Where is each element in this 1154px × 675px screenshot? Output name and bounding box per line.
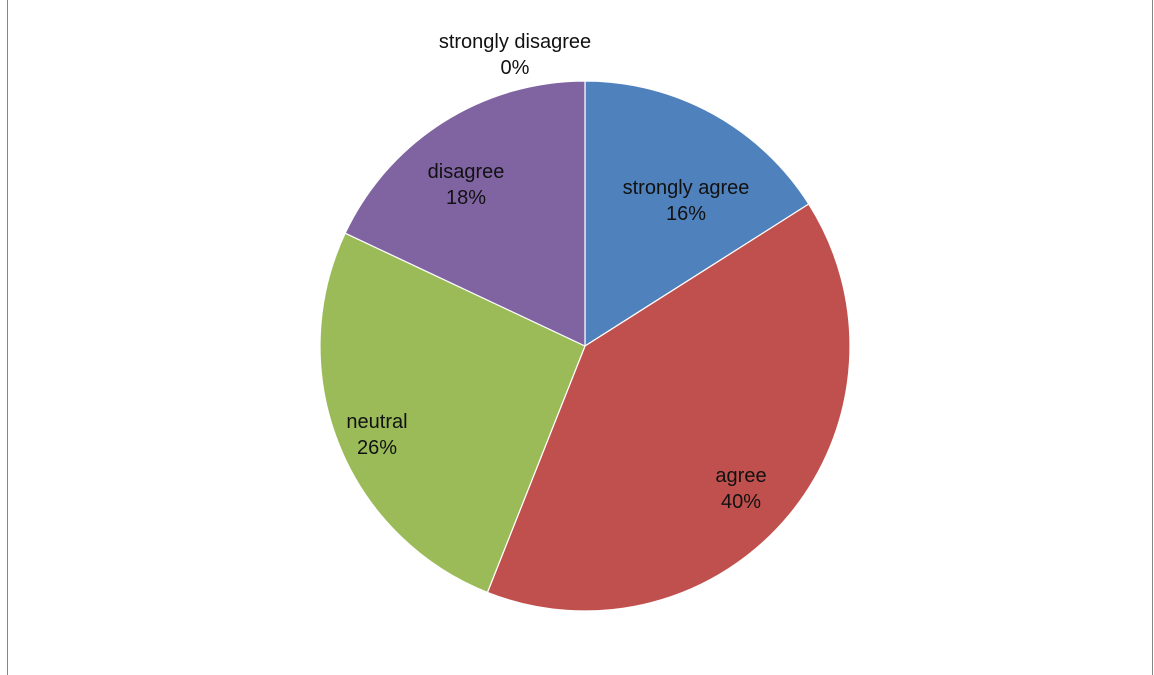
slice-label-percent-neutral: 26% — [357, 437, 397, 459]
slice-label-name-agree: agree — [715, 465, 766, 487]
pie-data-labels: strongly agree 16% agree 40% neutral 26% disag… — [346, 31, 766, 513]
pie-slice-agree — [486, 203, 851, 612]
slice-label-name-neutral: neutral — [346, 411, 407, 433]
pie-slice-disagree — [344, 80, 586, 347]
slice-label-name-disagree: disagree — [428, 161, 505, 183]
pie-chart: strongly agree 16% agree 40% neutral 26% disag… — [319, 31, 851, 612]
pie-slice-neutral — [319, 232, 586, 593]
chart-area: strongly agree 16% agree 40% neutral 26% disag… — [7, 0, 1153, 675]
slice-label-percent-strongly-disagree: 0% — [501, 57, 530, 79]
slice-label-percent-agree: 40% — [721, 491, 761, 513]
pie-slice-strongly-agree — [584, 80, 810, 347]
slice-label-percent-strongly-agree: 16% — [666, 203, 706, 225]
slice-label-percent-disagree: 18% — [446, 187, 486, 209]
pie-slices — [319, 80, 851, 612]
slice-label-name-strongly-agree: strongly agree — [623, 177, 750, 199]
slice-label-name-strongly-disagree: strongly disagree — [439, 31, 591, 53]
